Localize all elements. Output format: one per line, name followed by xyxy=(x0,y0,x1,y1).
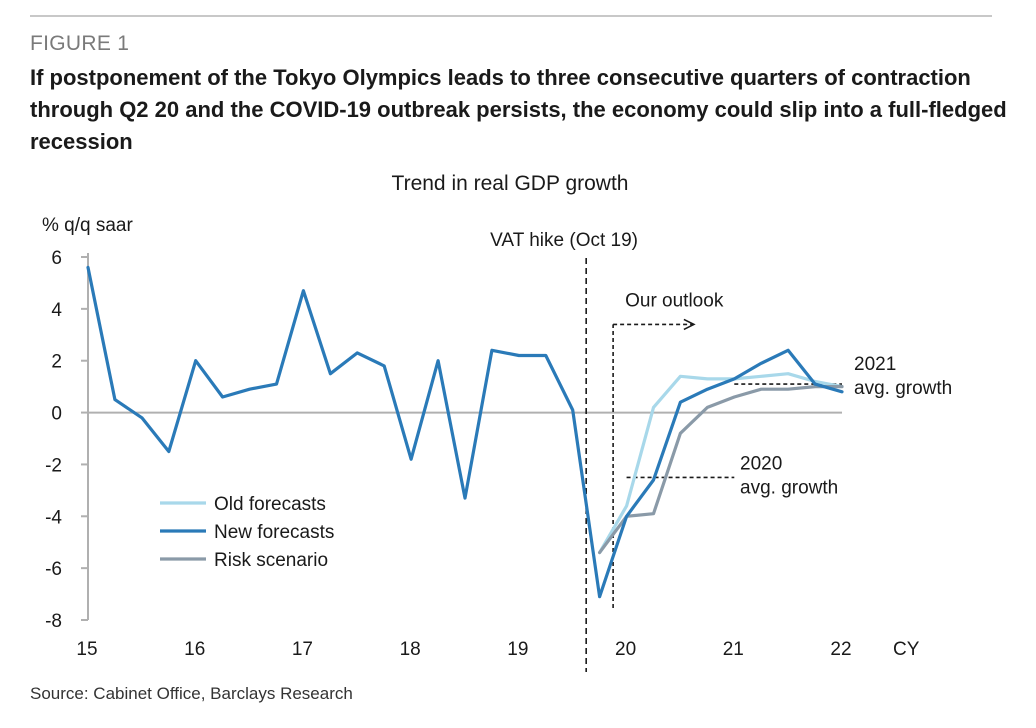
x-tick-label: 22 xyxy=(830,639,851,660)
y-axis-label: % q/q saar xyxy=(42,215,133,236)
chart-title: Trend in real GDP growth xyxy=(392,172,629,195)
x-tick-label: 16 xyxy=(184,639,205,660)
figure-title: If postponement of the Tokyo Olympics le… xyxy=(30,65,1007,154)
x-tick-label: 18 xyxy=(400,639,421,660)
outlook-arrowhead xyxy=(683,318,696,331)
y-tick-label: -6 xyxy=(45,559,62,580)
legend-label-new-forecasts: New forecasts xyxy=(214,522,334,543)
x-tick-label: 19 xyxy=(507,639,528,660)
source-note: Source: Cabinet Office, Barclays Researc… xyxy=(30,684,353,703)
legend: Old forecasts New forecasts Risk scenario xyxy=(160,494,334,571)
x-tick-label: 17 xyxy=(292,639,313,660)
y-tick-label: -2 xyxy=(45,455,62,476)
y-tick-label: 0 xyxy=(51,404,62,425)
outlook-label: Our outlook xyxy=(625,290,724,311)
x-tick-label: 15 xyxy=(76,639,97,660)
series-lines xyxy=(86,265,844,599)
new-forecasts-line xyxy=(86,265,844,599)
y-tick-label: 2 xyxy=(51,352,62,373)
x-tick-label: 20 xyxy=(615,639,636,660)
risk-scenario-line xyxy=(597,385,844,555)
figure-label: FIGURE 1 xyxy=(30,32,130,55)
annotations: VAT hike (Oct 19) Our outlook 2021 avg. gro… xyxy=(490,230,952,672)
y-tick-label: 4 xyxy=(51,300,62,321)
y-tick-label: -8 xyxy=(45,611,62,632)
x-tick-label: 21 xyxy=(723,639,744,660)
y-tick-label: 6 xyxy=(51,248,62,269)
vat-hike-label: VAT hike (Oct 19) xyxy=(490,230,638,251)
x-axis-label: CY xyxy=(893,639,920,660)
level-2021-label: 2021 avg. growth xyxy=(854,354,952,399)
legend-label-old-forecasts: Old forecasts xyxy=(214,494,326,515)
level-2020-label: 2020 avg. growth xyxy=(740,453,838,498)
old-forecasts-line xyxy=(597,372,844,555)
top-rule xyxy=(30,15,992,17)
legend-label-risk-scenario: Risk scenario xyxy=(214,550,328,571)
y-tick-label: -4 xyxy=(45,507,62,528)
